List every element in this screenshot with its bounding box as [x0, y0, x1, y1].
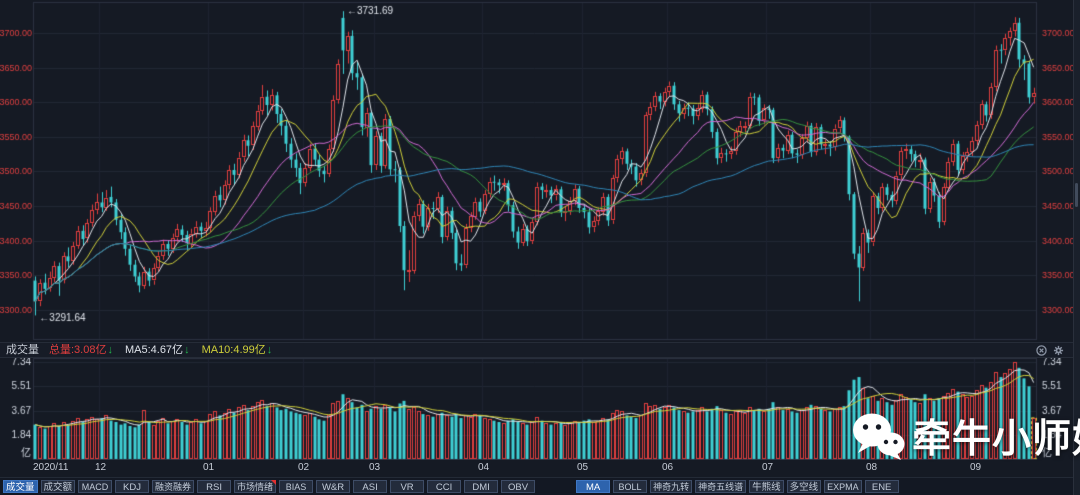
tab-rsi[interactable]: RSI: [197, 480, 232, 493]
x-axis-label: 05: [577, 462, 589, 473]
x-axis-label: 2020/11: [33, 462, 69, 473]
x-axis-label: 07: [762, 462, 774, 473]
x-axis-label: 09: [970, 462, 982, 473]
down-arrow-icon: ↓: [266, 344, 273, 356]
tab-vr[interactable]: VR: [390, 480, 425, 493]
volume-ma5-value: MA5:4.67亿: [124, 344, 184, 356]
volume-indicator-label[interactable]: 成交量: [6, 344, 39, 356]
x-axis-label: 08: [866, 462, 878, 473]
splitter-grip[interactable]: [1075, 183, 1078, 207]
tab-turnover[interactable]: 成交额: [40, 480, 76, 493]
x-axis-label: 06: [662, 462, 674, 473]
tab-boll[interactable]: BOLL: [613, 480, 648, 493]
tab-cci[interactable]: CCI: [427, 480, 462, 493]
tab-margin-trading[interactable]: 融资融券: [152, 480, 195, 493]
x-axis: 2020/11 12 01 02 03 04 05 06 07 08 09: [0, 460, 1080, 477]
tab-long-short-line[interactable]: 多空线: [786, 480, 822, 493]
main-price-chart-canvas[interactable]: [0, 0, 1080, 342]
tab-dmi[interactable]: DMI: [464, 480, 499, 493]
tab-obv[interactable]: OBV: [501, 480, 536, 493]
volume-pane-header: 成交量 总量:3.08亿 ↓ MA5:4.67亿 ↓ MA10:4.99亿 ↓: [0, 342, 1080, 358]
tab-asi[interactable]: ASI: [353, 480, 388, 493]
close-pane-icon[interactable]: [1036, 344, 1047, 356]
settings-gear-icon[interactable]: [1053, 345, 1064, 356]
tab-wr[interactable]: W&R: [316, 480, 351, 493]
volume-total-value: 总量:3.08亿: [49, 344, 107, 356]
panel-splitter[interactable]: [1073, 0, 1080, 495]
down-arrow-icon: ↓: [184, 344, 190, 356]
tab-bias[interactable]: BIAS: [279, 480, 314, 493]
x-axis-label: 01: [203, 462, 215, 473]
tab-magic-nine[interactable]: 神奇九转: [650, 480, 693, 493]
tab-macd[interactable]: MACD: [78, 480, 113, 493]
x-axis-label: 12: [95, 462, 107, 473]
tab-ene[interactable]: ENE: [864, 480, 899, 493]
tab-magic-five-line[interactable]: 神奇五线谱: [695, 480, 747, 493]
volume-ma10-value: MA10:4.99亿: [201, 344, 266, 356]
tab-bull-bear-line[interactable]: 牛熊线: [749, 480, 784, 493]
tab-market-sentiment[interactable]: 市场情绪: [234, 480, 277, 493]
x-axis-label: 03: [369, 462, 381, 473]
tab-expma[interactable]: EXPMA: [824, 480, 862, 493]
x-axis-label: 04: [478, 462, 490, 473]
new-feature-badge: [271, 480, 277, 485]
tab-volume[interactable]: 成交量: [3, 480, 38, 493]
down-arrow-icon: ↓: [107, 344, 113, 356]
tab-ma[interactable]: MA: [576, 480, 611, 493]
x-axis-label: 02: [298, 462, 310, 473]
tab-kdj[interactable]: KDJ: [115, 480, 150, 493]
indicator-tab-bar: 成交量 成交额 MACD KDJ 融资融券 RSI 市场情绪 BIAS W&R ASI VR CCI D…: [0, 477, 1080, 495]
volume-chart-canvas[interactable]: [0, 358, 1080, 460]
